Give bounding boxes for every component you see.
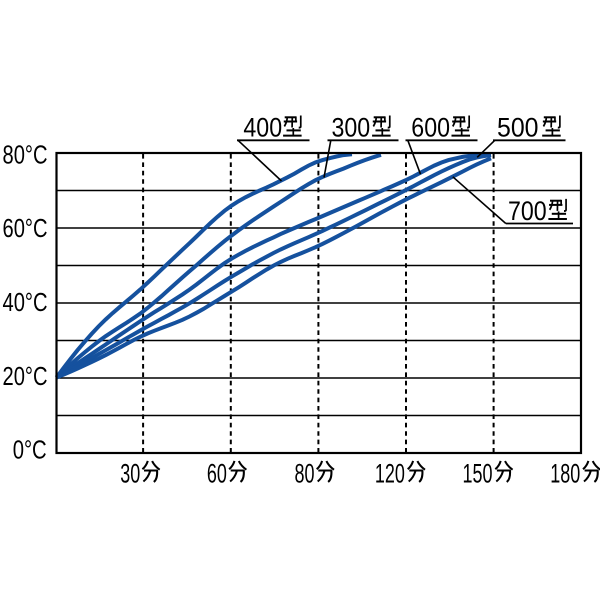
svg-text:30: 30 xyxy=(120,458,140,488)
svg-text:60: 60 xyxy=(207,458,227,488)
svg-text:80: 80 xyxy=(295,458,315,488)
svg-text:20°C: 20°C xyxy=(3,363,48,391)
svg-text:500: 500 xyxy=(497,113,539,143)
svg-text:40°C: 40°C xyxy=(3,289,48,317)
svg-text:120: 120 xyxy=(375,458,405,488)
svg-text:0°C: 0°C xyxy=(13,436,47,464)
svg-text:700: 700 xyxy=(508,196,547,226)
svg-text:300: 300 xyxy=(332,113,371,143)
svg-text:60°C: 60°C xyxy=(3,215,48,243)
svg-text:80°C: 80°C xyxy=(3,141,48,169)
svg-text:400: 400 xyxy=(243,113,282,143)
svg-text:180: 180 xyxy=(550,458,580,488)
svg-text:600: 600 xyxy=(411,113,450,143)
svg-text:150: 150 xyxy=(463,458,493,488)
